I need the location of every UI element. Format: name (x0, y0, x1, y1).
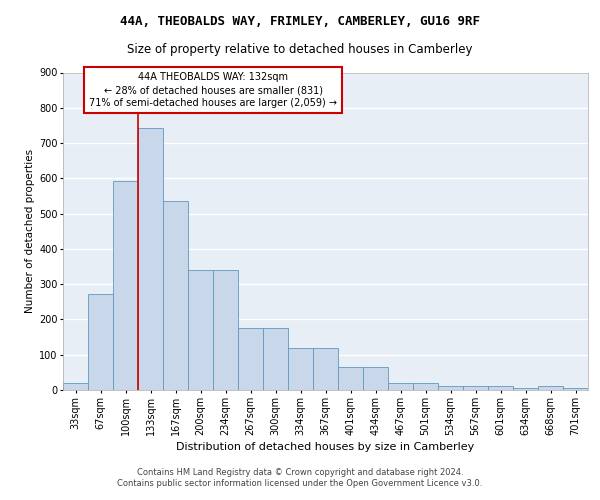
Bar (363, 367, 388, 390)
Bar (263, 328, 288, 390)
Bar (213, 270, 238, 390)
Bar (238, 328, 263, 390)
Bar (538, 386, 563, 390)
Text: 44A, THEOBALDS WAY, FRIMLEY, CAMBERLEY, GU16 9RF: 44A, THEOBALDS WAY, FRIMLEY, CAMBERLEY, … (120, 15, 480, 28)
Bar (63, 383, 88, 390)
Bar (513, 388, 538, 390)
Bar (338, 367, 363, 390)
Bar (413, 383, 438, 390)
Bar (88, 294, 113, 390)
Bar (113, 181, 138, 390)
Bar (438, 386, 463, 390)
Bar (313, 348, 338, 390)
X-axis label: Distribution of detached houses by size in Camberley: Distribution of detached houses by size … (176, 442, 475, 452)
Bar (138, 128, 163, 390)
Text: Contains HM Land Registry data © Crown copyright and database right 2024.
Contai: Contains HM Land Registry data © Crown c… (118, 468, 482, 487)
Y-axis label: Number of detached properties: Number of detached properties (25, 149, 35, 314)
Bar (463, 386, 488, 390)
Bar (188, 270, 213, 390)
Text: 44A THEOBALDS WAY: 132sqm
← 28% of detached houses are smaller (831)
71% of semi: 44A THEOBALDS WAY: 132sqm ← 28% of detac… (89, 72, 337, 108)
Bar (388, 383, 413, 390)
Bar (288, 348, 313, 390)
Bar (563, 388, 588, 390)
Bar (488, 386, 513, 390)
Text: Size of property relative to detached houses in Camberley: Size of property relative to detached ho… (127, 42, 473, 56)
Bar (163, 202, 188, 390)
